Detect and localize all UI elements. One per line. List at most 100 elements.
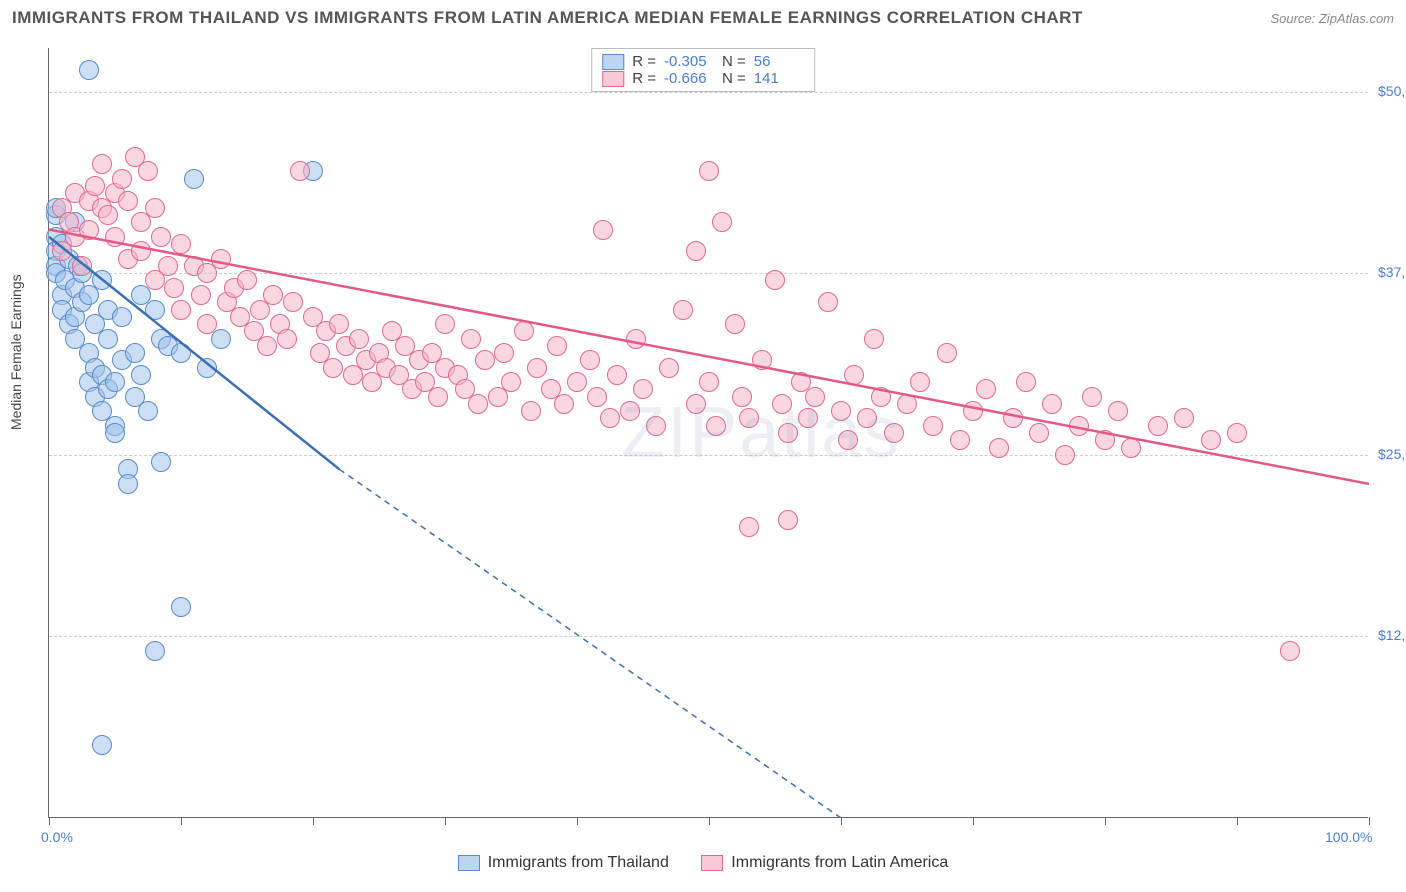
x-tick bbox=[1369, 817, 1370, 825]
scatter-point bbox=[105, 372, 125, 392]
scatter-point bbox=[712, 212, 732, 232]
x-tick bbox=[49, 817, 50, 825]
scatter-point bbox=[699, 372, 719, 392]
scatter-point bbox=[580, 350, 600, 370]
scatter-point bbox=[600, 408, 620, 428]
scatter-point bbox=[428, 387, 448, 407]
y-tick-label: $12,500 bbox=[1378, 627, 1406, 643]
scatter-point bbox=[673, 300, 693, 320]
scatter-point bbox=[567, 372, 587, 392]
x-tick bbox=[1237, 817, 1238, 825]
scatter-point bbox=[290, 161, 310, 181]
scatter-point bbox=[131, 241, 151, 261]
x-tick bbox=[973, 817, 974, 825]
scatter-point bbox=[1174, 408, 1194, 428]
scatter-point bbox=[197, 314, 217, 334]
scatter-point bbox=[92, 735, 112, 755]
scatter-point bbox=[79, 220, 99, 240]
scatter-point bbox=[739, 408, 759, 428]
scatter-point bbox=[937, 343, 957, 363]
swatch-blue-icon bbox=[602, 54, 624, 70]
n-value: 56 bbox=[754, 53, 804, 70]
scatter-point bbox=[818, 292, 838, 312]
legend-item-thailand: Immigrants from Thailand bbox=[458, 854, 669, 872]
scatter-point bbox=[686, 241, 706, 261]
scatter-point bbox=[752, 350, 772, 370]
scatter-point bbox=[772, 394, 792, 414]
legend-row-thailand: R = -0.305 N = 56 bbox=[602, 53, 804, 70]
scatter-point bbox=[79, 60, 99, 80]
scatter-point bbox=[184, 169, 204, 189]
gridline-h bbox=[49, 636, 1368, 637]
scatter-point bbox=[923, 416, 943, 436]
scatter-point bbox=[435, 314, 455, 334]
y-tick-label: $37,500 bbox=[1378, 264, 1406, 280]
scatter-point bbox=[1227, 423, 1247, 443]
n-value: 141 bbox=[754, 70, 804, 87]
scatter-point bbox=[158, 256, 178, 276]
y-axis-label: Median Female Earnings bbox=[8, 274, 24, 430]
swatch-pink-icon bbox=[701, 855, 723, 871]
scatter-point bbox=[1148, 416, 1168, 436]
series-legend: Immigrants from Thailand Immigrants from… bbox=[0, 854, 1406, 876]
scatter-point bbox=[857, 408, 877, 428]
scatter-point bbox=[98, 329, 118, 349]
scatter-point bbox=[897, 394, 917, 414]
x-tick bbox=[841, 817, 842, 825]
scatter-point bbox=[171, 234, 191, 254]
r-value: -0.305 bbox=[664, 53, 714, 70]
scatter-point bbox=[765, 270, 785, 290]
scatter-point bbox=[118, 474, 138, 494]
scatter-point bbox=[950, 430, 970, 450]
scatter-point bbox=[191, 285, 211, 305]
scatter-point bbox=[778, 510, 798, 530]
scatter-point bbox=[1029, 423, 1049, 443]
x-tick bbox=[181, 817, 182, 825]
scatter-point bbox=[805, 387, 825, 407]
x-tick bbox=[1105, 817, 1106, 825]
legend-item-latin-america: Immigrants from Latin America bbox=[701, 854, 948, 872]
scatter-point bbox=[1082, 387, 1102, 407]
scatter-point bbox=[1003, 408, 1023, 428]
scatter-point bbox=[1055, 445, 1075, 465]
scatter-point bbox=[131, 365, 151, 385]
scatter-point bbox=[92, 270, 112, 290]
legend-label: Immigrants from Thailand bbox=[488, 854, 669, 872]
plot-area: ZIPatlas $12,500$25,000$37,500$50,0000.0… bbox=[48, 48, 1368, 818]
scatter-point bbox=[323, 358, 343, 378]
r-label: R = bbox=[632, 70, 656, 87]
correlation-legend: R = -0.305 N = 56 R = -0.666 N = 141 bbox=[591, 48, 815, 92]
scatter-point bbox=[659, 358, 679, 378]
scatter-point bbox=[461, 329, 481, 349]
scatter-point bbox=[138, 401, 158, 421]
scatter-point bbox=[494, 343, 514, 363]
scatter-point bbox=[706, 416, 726, 436]
r-value: -0.666 bbox=[664, 70, 714, 87]
scatter-point bbox=[237, 270, 257, 290]
scatter-point bbox=[963, 401, 983, 421]
scatter-point bbox=[884, 423, 904, 443]
scatter-point bbox=[554, 394, 574, 414]
x-tick-label: 100.0% bbox=[1325, 829, 1372, 845]
scatter-point bbox=[527, 358, 547, 378]
scatter-point bbox=[739, 517, 759, 537]
scatter-point bbox=[871, 387, 891, 407]
scatter-point bbox=[72, 256, 92, 276]
scatter-point bbox=[521, 401, 541, 421]
scatter-point bbox=[105, 423, 125, 443]
scatter-point bbox=[92, 154, 112, 174]
scatter-point bbox=[105, 227, 125, 247]
legend-label: Immigrants from Latin America bbox=[731, 854, 948, 872]
swatch-pink-icon bbox=[602, 71, 624, 87]
scatter-point bbox=[164, 278, 184, 298]
scatter-point bbox=[151, 452, 171, 472]
scatter-point bbox=[1016, 372, 1036, 392]
scatter-point bbox=[831, 401, 851, 421]
scatter-point bbox=[349, 329, 369, 349]
scatter-point bbox=[283, 292, 303, 312]
scatter-point bbox=[620, 401, 640, 421]
scatter-point bbox=[547, 336, 567, 356]
scatter-point bbox=[976, 379, 996, 399]
scatter-point bbox=[85, 176, 105, 196]
scatter-point bbox=[1069, 416, 1089, 436]
